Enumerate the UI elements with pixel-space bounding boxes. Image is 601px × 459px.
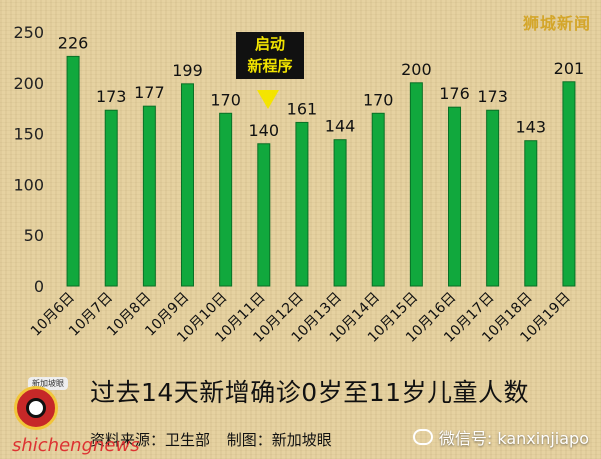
chart-headline: 过去14天新增确诊0岁至11岁儿童人数 — [90, 378, 530, 407]
bar — [562, 81, 576, 287]
data-label: 226 — [58, 33, 89, 52]
wechat-icon — [412, 429, 433, 445]
brand-label: 狮城新闻 — [522, 14, 591, 33]
bar — [295, 121, 309, 287]
y-tick-label: 100 — [13, 175, 44, 194]
y-tick-label: 200 — [13, 74, 44, 93]
data-label: 170 — [210, 90, 241, 109]
data-label: 199 — [172, 61, 203, 80]
y-tick-label: 0 — [34, 277, 44, 296]
bar — [219, 112, 233, 287]
data-label: 177 — [134, 83, 165, 102]
bar — [486, 109, 500, 287]
wechat-id: 微信号: kanxinjiapo — [438, 429, 589, 448]
source-line: 资料来源：卫生部 制图：新加坡眼 — [90, 429, 344, 450]
bar — [257, 143, 271, 287]
bar — [181, 83, 194, 287]
data-label: 143 — [516, 118, 547, 137]
data-label: 201 — [554, 59, 585, 78]
y-tick-label: 150 — [13, 125, 44, 144]
source-text: 资料来源：卫生部 — [90, 431, 211, 449]
data-label: 161 — [287, 99, 318, 118]
y-tick-label: 250 — [13, 23, 44, 42]
y-tick-label: 50 — [24, 226, 44, 245]
data-label: 176 — [439, 84, 470, 103]
credit-text: 制图：新加坡眼 — [226, 431, 332, 449]
bar — [104, 109, 118, 287]
bar — [371, 112, 385, 287]
data-label: 173 — [96, 87, 127, 106]
callout-line-2: 新程序 — [247, 57, 293, 75]
callout-box: 启动 新程序 — [236, 32, 304, 79]
bar — [409, 82, 423, 287]
bar — [448, 106, 461, 287]
bar — [142, 105, 156, 287]
logo-icon — [14, 386, 58, 430]
data-label: 170 — [363, 90, 394, 109]
bar — [333, 139, 347, 287]
wechat-watermark: 微信号: kanxinjiapo — [412, 425, 589, 449]
data-label: 173 — [477, 87, 508, 106]
data-label: 140 — [249, 121, 280, 140]
data-label: 144 — [325, 117, 356, 136]
bar — [524, 140, 538, 287]
callout-pointer-icon — [257, 90, 279, 109]
data-label: 200 — [401, 60, 432, 79]
watermark-left: shichengnews — [12, 435, 140, 456]
bar — [66, 55, 80, 287]
callout-line-1: 启动 — [254, 35, 285, 53]
